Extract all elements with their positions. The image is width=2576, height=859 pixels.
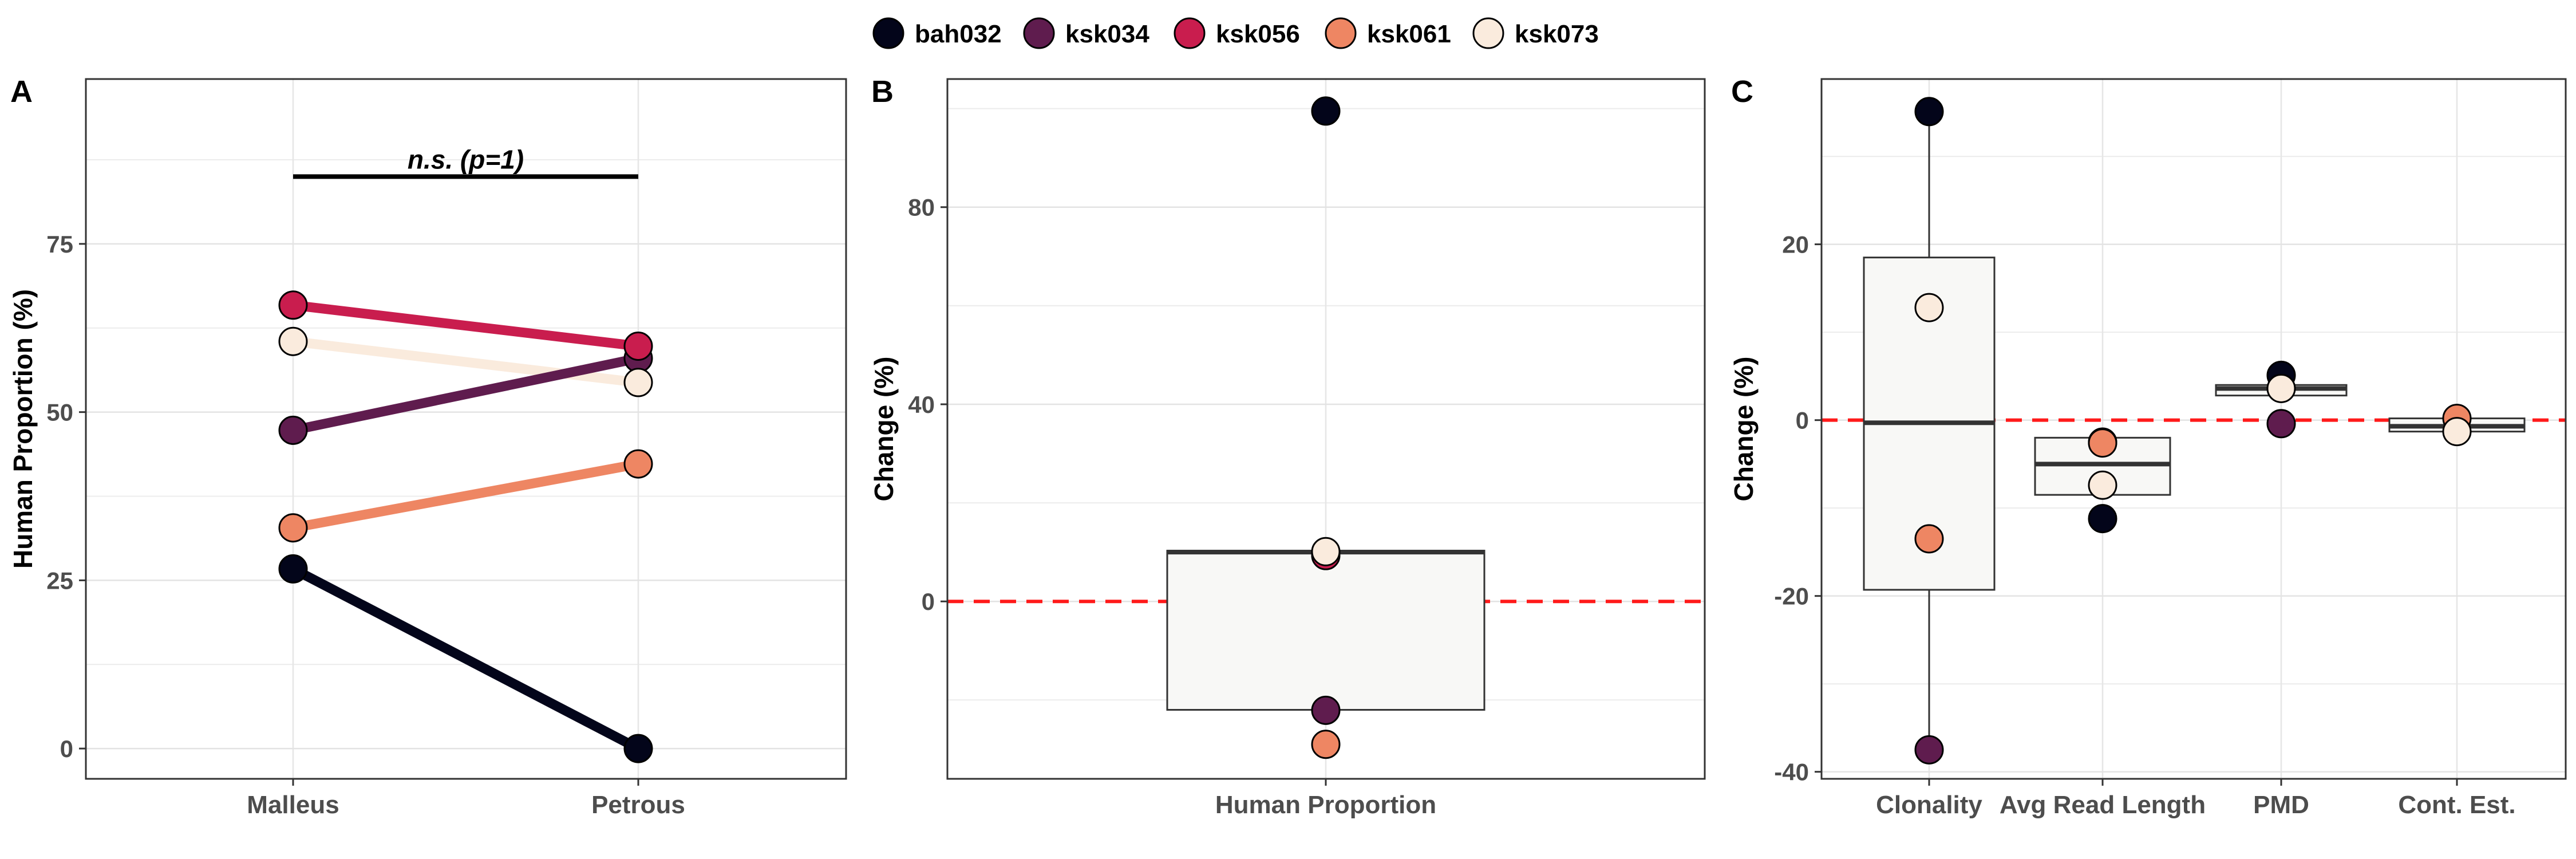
- x-tick-label-cont-est: Cont. Est.: [2398, 791, 2515, 819]
- point-bah032-petrous: [623, 734, 653, 763]
- legend-label-ksk034: ksk034: [1065, 20, 1149, 48]
- point-ksk034-malleus: [278, 415, 308, 445]
- panel-b-marks: [947, 96, 1705, 759]
- point-ksk061-avg-read-length: [2088, 428, 2117, 458]
- legend-item-ksk034: ksk034: [1023, 17, 1149, 49]
- y-tick-label: 50: [46, 399, 73, 426]
- legend-key-ksk061: [1325, 17, 1357, 49]
- panel-a-y-axis-title: Human Proportion (%): [8, 289, 38, 569]
- box-human-proportion: [1166, 550, 1485, 711]
- panel-a: A n.s. (p=1) 0 25 50 75 Malleus Petrous Human…: [8, 74, 847, 819]
- panel-a-axes: 0 25 50 75 Malleus Petrous: [46, 231, 685, 819]
- x-tick-label-petrous: Petrous: [591, 791, 685, 819]
- legend-item-bah032: bah032: [872, 17, 1002, 49]
- series-line-ksk034: [288, 353, 643, 435]
- point-ksk034-pmd: [2266, 409, 2296, 439]
- panel-a-frame: [85, 78, 847, 780]
- series-line-ksk056: [288, 300, 643, 351]
- legend-item-ksk073: ksk073: [1472, 17, 1599, 49]
- legend-item-ksk061: ksk061: [1325, 17, 1451, 49]
- y-tick-label: 80: [908, 194, 935, 221]
- y-tick-label: 0: [922, 588, 935, 615]
- legend: bah032 ksk034 ksk056 ksk061 ksk073: [872, 17, 1599, 49]
- point-bah032-clonality: [1914, 97, 1944, 127]
- significance-label: n.s. (p=1): [408, 144, 524, 174]
- panel-c: C -40 -20 0 20 Clonality Avg Read Length PMD Co…: [1729, 74, 2567, 819]
- legend-key-ksk056: [1174, 17, 1206, 49]
- legend-label-ksk061: ksk061: [1367, 20, 1451, 48]
- panel-b: B 0 40 80 Human Proportion Change (%): [869, 74, 1706, 819]
- legend-key-ksk034: [1023, 17, 1055, 49]
- box-body: [1166, 550, 1485, 711]
- point-ksk073-malleus: [278, 326, 308, 356]
- series-line-ksk061: [288, 459, 643, 533]
- point-ksk073-clonality: [1914, 293, 1944, 322]
- point-ksk061-petrous: [623, 449, 653, 479]
- legend-key-bah032: [872, 17, 904, 49]
- panel-c-frame: [1820, 78, 2567, 780]
- point-ksk034-clonality: [1914, 735, 1944, 765]
- point-ksk056-malleus: [278, 290, 308, 320]
- panel-b-axes: 0 40 80 Human Proportion: [908, 194, 1436, 819]
- panel-a-grid: [86, 79, 846, 779]
- x-tick-label-pmd: PMD: [2253, 791, 2309, 819]
- point-ksk073-human-proportion: [1311, 537, 1341, 566]
- y-tick-label: -40: [1774, 759, 1809, 786]
- point-bah032-human-proportion: [1311, 96, 1341, 126]
- x-tick-label-malleus: Malleus: [247, 791, 339, 819]
- y-tick-label: 0: [1796, 407, 1809, 434]
- panel-c-marks: [1822, 97, 2566, 765]
- legend-label-bah032: bah032: [915, 20, 1002, 48]
- point-bah032-avg-read-length: [2088, 504, 2117, 534]
- point-ksk061-human-proportion: [1311, 730, 1341, 759]
- x-tick-label-human-proportion: Human Proportion: [1215, 791, 1436, 819]
- panel-c-letter: C: [1731, 74, 1753, 109]
- y-tick-label: 20: [1782, 231, 1809, 258]
- point-ksk061-malleus: [278, 513, 308, 543]
- panel-b-y-axis-title: Change (%): [869, 357, 899, 502]
- legend-item-ksk056: ksk056: [1174, 17, 1300, 49]
- point-ksk073-avg-read-length: [2088, 470, 2117, 500]
- point-ksk034-human-proportion: [1311, 695, 1341, 725]
- x-tick-label-avg-read-length: Avg Read Length: [2000, 791, 2206, 819]
- panel-b-letter: B: [871, 74, 894, 109]
- panel-c-axes: -40 -20 0 20 Clonality Avg Read Length PMD Cont…: [1774, 231, 2515, 819]
- series-line-bah032: [288, 564, 643, 754]
- point-ksk061-clonality: [1914, 524, 1944, 554]
- point-ksk073-pmd: [2266, 373, 2296, 403]
- y-tick-label: 0: [60, 735, 73, 762]
- y-tick-label: 40: [908, 391, 935, 418]
- series-line-ksk073: [288, 336, 643, 388]
- legend-label-ksk056: ksk056: [1216, 20, 1300, 48]
- point-ksk056-petrous: [623, 331, 653, 361]
- point-ksk073-cont-est: [2442, 417, 2472, 447]
- panel-a-significance-annotation: n.s. (p=1): [293, 144, 638, 179]
- panel-c-y-axis-title: Change (%): [1729, 357, 1759, 502]
- panel-a-series: [278, 290, 653, 763]
- x-tick-label-clonality: Clonality: [1876, 791, 1982, 819]
- y-tick-label: -20: [1774, 583, 1809, 610]
- box-clonality: [1863, 111, 1996, 750]
- y-tick-label: 75: [46, 231, 73, 258]
- panel-a-letter: A: [10, 74, 33, 109]
- legend-key-ksk073: [1472, 17, 1504, 49]
- legend-label-ksk073: ksk073: [1515, 20, 1599, 48]
- point-ksk073-petrous: [623, 368, 653, 397]
- y-tick-label: 25: [46, 567, 73, 594]
- point-bah032-malleus: [278, 554, 308, 584]
